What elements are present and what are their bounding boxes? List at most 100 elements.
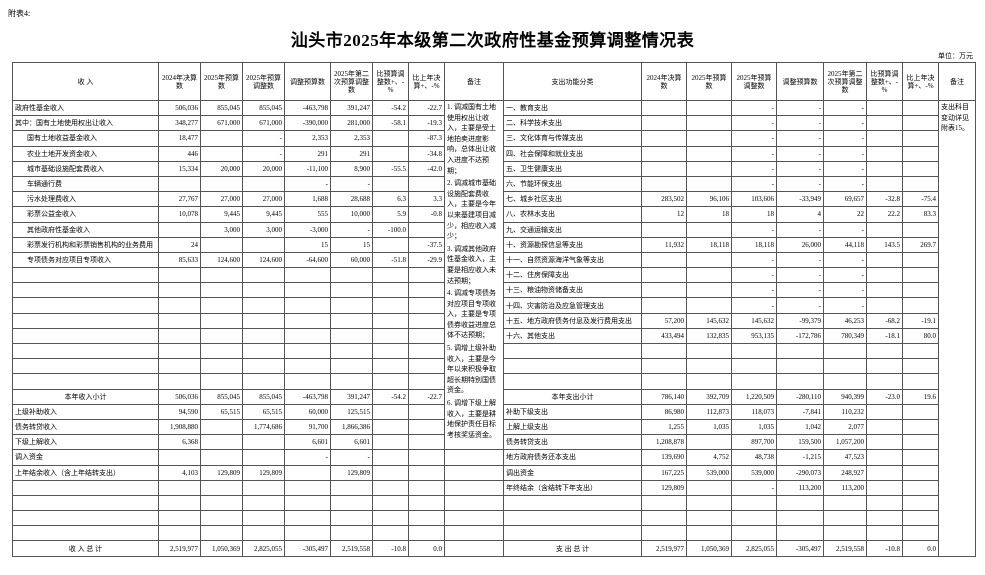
cell (866, 525, 903, 542)
cell (686, 342, 732, 360)
page-title: 汕头市2025年本级第二次政府性基金预算调整情况表 (290, 31, 695, 50)
cell: 6,601 (284, 434, 331, 451)
note-text: 4. 调减专项债务对应项目专项收入，主要是专项债券收益进度总体不达预期； (447, 289, 496, 340)
cell (242, 175, 285, 193)
table-row: 其中：国有土地使用权出让收入 348,277 671,000 671,000 -390,… (12, 115, 976, 132)
cell: 124,600 (242, 251, 285, 269)
cell (242, 342, 285, 360)
cell: 10,000 (330, 206, 373, 223)
cell: 159,500 (776, 434, 824, 451)
column-header: 调整预算数 (776, 62, 824, 101)
cell: 15,334 (158, 160, 201, 177)
cell: -3,000 (284, 221, 331, 238)
cell: 0.0 (408, 540, 445, 557)
row-label: 城市基础设施配套费收入 (12, 160, 159, 177)
column-header: 备注 (938, 62, 976, 101)
cell: 348,277 (158, 115, 201, 132)
table-row: 彩票发行机构和彩票销售机构的业务费用 24 15 15 -37.5 十、资源勘探信息等支出… (12, 236, 976, 253)
row-label: 收 入 总 计 (12, 540, 159, 557)
cell: 1,688 (284, 191, 331, 208)
cell (902, 525, 939, 542)
row-label (12, 358, 159, 375)
cell: 60,000 (330, 251, 373, 269)
row-label: 上级补助收入 (12, 403, 159, 420)
cell: -172,786 (776, 327, 824, 345)
cell: 145,632 (731, 312, 777, 329)
cell: 113,200 (823, 479, 867, 496)
cell: -42.0 (408, 160, 445, 177)
cell (902, 115, 939, 132)
cell (372, 282, 409, 299)
cell (866, 342, 903, 360)
cell: - (731, 175, 777, 193)
cell: 248,927 (823, 464, 867, 481)
cell: -0.8 (408, 206, 445, 223)
row-label: 本年收入小计 (12, 388, 159, 405)
cell: - (731, 267, 777, 284)
cell: - (731, 145, 777, 162)
cell (242, 494, 285, 512)
row-label: 十五、地方政府债务付息及发行费用支出 (503, 312, 642, 329)
column-header: 2025年第二次预算调整数 (823, 62, 867, 101)
cell: 18 (686, 206, 732, 223)
cell (372, 358, 409, 375)
cell (372, 525, 409, 542)
cell: -280,110 (776, 388, 824, 405)
cell: - (776, 175, 824, 193)
cell: 18,477 (158, 130, 201, 147)
cell: 83.3 (902, 206, 939, 223)
cell: 86,980 (641, 403, 687, 420)
cell: 283,502 (641, 191, 687, 208)
column-header: 收 入 (12, 62, 159, 101)
cell: -55.5 (372, 160, 409, 177)
column-header: 调整预算数 (284, 62, 331, 101)
row-label: 政府性基金收入 (12, 99, 159, 117)
cell: 129,809 (641, 479, 687, 496)
column-header: 2025年预算数 (200, 62, 243, 101)
table-row: 本年收入小计 506,036 855,045 855,045 -463,798 391,2… (12, 388, 976, 405)
cell (408, 327, 445, 345)
cell (444, 510, 504, 527)
table-row: 十三、粮油物资储备支出 - - - (12, 282, 976, 299)
cell: 855,045 (200, 388, 243, 405)
cell: 2,519,558 (330, 540, 373, 557)
cell (200, 175, 243, 193)
table-row (12, 494, 976, 512)
cell (200, 327, 243, 345)
row-label: 支 出 总 计 (503, 540, 642, 557)
cell: 281,000 (330, 115, 373, 132)
cell: 6,368 (158, 434, 201, 451)
cell: 1,220,509 (731, 388, 777, 405)
cell (686, 115, 732, 132)
cell (330, 297, 373, 314)
cell (408, 418, 445, 436)
cell (158, 373, 201, 390)
cell: 392,709 (686, 388, 732, 405)
cell (823, 358, 867, 375)
cell: 20,000 (200, 160, 243, 177)
cell: - (823, 115, 867, 132)
cell: - (776, 221, 824, 238)
table-row: 政府性基金收入 506,036 855,045 855,045 -463,798 391,… (12, 99, 976, 557)
cell (866, 358, 903, 375)
cell: 671,000 (242, 115, 285, 132)
cell (641, 145, 687, 162)
cell (444, 464, 504, 481)
column-header: 2025年预算调整数 (731, 62, 777, 101)
row-label: 农业土地开发资金收入 (12, 145, 159, 162)
cell (372, 479, 409, 496)
cell (444, 449, 504, 466)
row-label (12, 312, 159, 329)
cell (686, 251, 732, 269)
cell (686, 145, 732, 162)
cell: - (284, 449, 331, 466)
cell: - (731, 282, 777, 299)
cell: -1,215 (776, 449, 824, 466)
cell (330, 525, 373, 542)
cell (686, 221, 732, 238)
row-label (12, 373, 159, 390)
cell: -54.2 (372, 388, 409, 405)
cell: 118,073 (731, 403, 777, 420)
cell: - (330, 175, 373, 193)
table-row (12, 373, 976, 390)
